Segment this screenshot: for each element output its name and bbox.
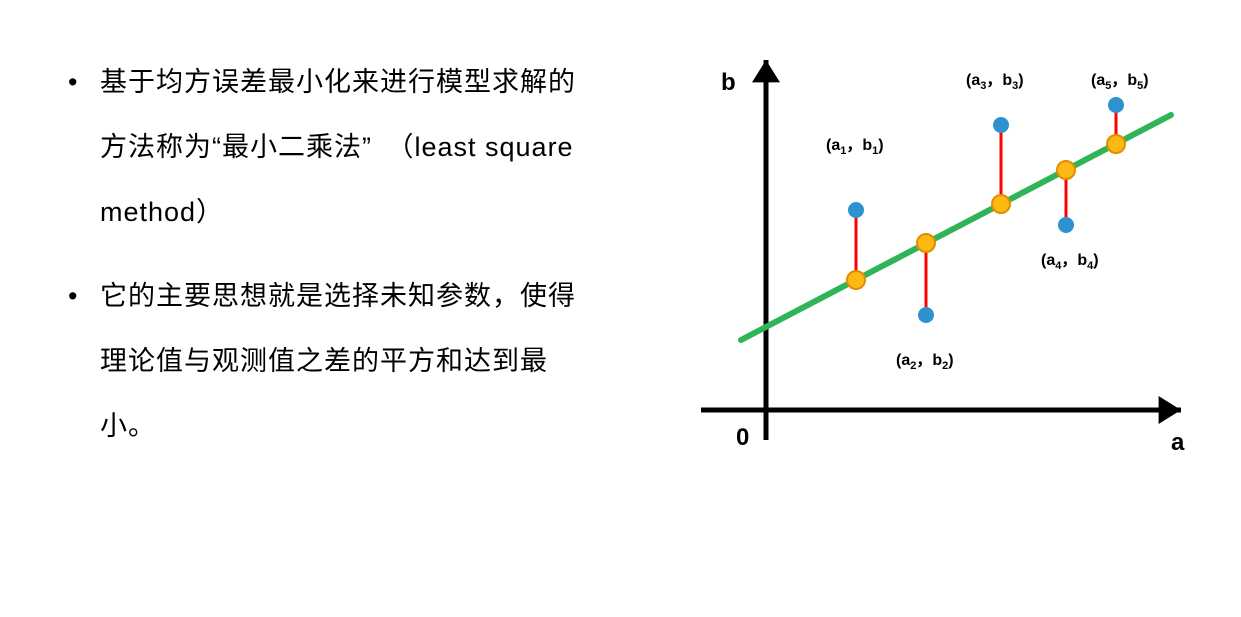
slide: 基于均方误差最小化来进行模型求解的方法称为“最小二乘法” （least squa… xyxy=(0,0,1241,617)
y-axis-arrow xyxy=(752,60,780,82)
point-label: (a3，b3) xyxy=(966,72,1024,92)
data-point xyxy=(848,202,864,218)
fit-line xyxy=(741,115,1171,340)
axes xyxy=(701,60,1181,440)
point-label: (a4，b4) xyxy=(1041,252,1099,272)
point-label: (a2，b2) xyxy=(896,352,954,372)
fitted-point xyxy=(1057,161,1075,179)
data-point xyxy=(1058,217,1074,233)
data-point xyxy=(1108,97,1124,113)
point-label: (a1，b1) xyxy=(826,137,884,157)
x-axis-label: a xyxy=(1171,429,1185,456)
origin-label: 0 xyxy=(736,424,749,451)
data-point xyxy=(993,117,1009,133)
fitted-point xyxy=(917,234,935,252)
bullet-list: 基于均方误差最小化来进行模型求解的方法称为“最小二乘法” （least squa… xyxy=(60,50,600,459)
data-point xyxy=(918,307,934,323)
fitted-point xyxy=(847,271,865,289)
point-labels: (a1，b1) (a2，b2) (a3，b3) (a4，b4) (a5，b5) xyxy=(826,72,1149,372)
fitted-point xyxy=(1107,135,1125,153)
y-axis-label: b xyxy=(721,69,736,96)
text-column: 基于均方误差最小化来进行模型求解的方法称为“最小二乘法” （least squa… xyxy=(60,50,600,479)
chart-container: (a1，b1) (a2，b2) (a3，b3) (a4，b4) (a5，b5) b a 0 xyxy=(681,30,1201,490)
fitted-point xyxy=(992,195,1010,213)
regression-line xyxy=(741,115,1171,340)
bullet-item-2: 它的主要思想就是选择未知参数，使得理论值与观测值之差的平方和达到最小。 xyxy=(60,264,600,458)
x-axis-arrow xyxy=(1159,396,1181,424)
least-squares-chart: (a1，b1) (a2，b2) (a3，b3) (a4，b4) (a5，b5) b a 0 xyxy=(681,30,1201,490)
bullet-item-1: 基于均方误差最小化来进行模型求解的方法称为“最小二乘法” （least squa… xyxy=(60,50,600,244)
point-label: (a5，b5) xyxy=(1091,72,1149,92)
